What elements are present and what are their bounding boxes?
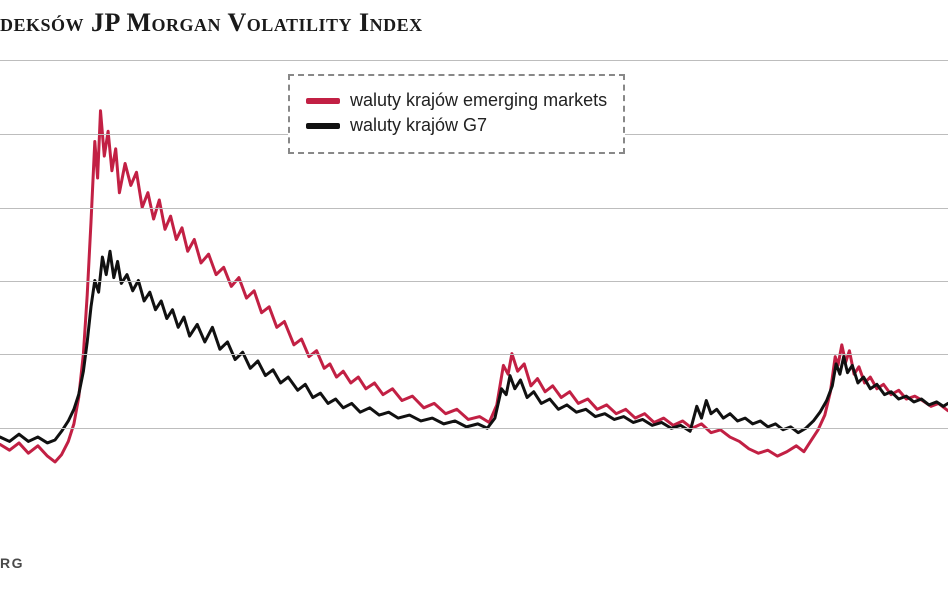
grid-line xyxy=(0,354,948,355)
chart-container: deksów JP Morgan Volatility Index waluty… xyxy=(0,0,948,593)
chart-title: deksów JP Morgan Volatility Index xyxy=(0,8,423,38)
legend: waluty krajów emerging markets waluty kra… xyxy=(288,74,625,154)
footer-credit: RG xyxy=(0,555,24,571)
legend-item: waluty krajów emerging markets xyxy=(306,90,607,111)
grid-line xyxy=(0,281,948,282)
grid-line xyxy=(0,428,948,429)
legend-swatch xyxy=(306,98,340,104)
legend-swatch xyxy=(306,123,340,129)
legend-label: waluty krajów G7 xyxy=(350,115,487,136)
legend-item: waluty krajów G7 xyxy=(306,115,607,136)
legend-label: waluty krajów emerging markets xyxy=(350,90,607,111)
grid-line xyxy=(0,208,948,209)
series-emerging-markets xyxy=(0,111,948,462)
